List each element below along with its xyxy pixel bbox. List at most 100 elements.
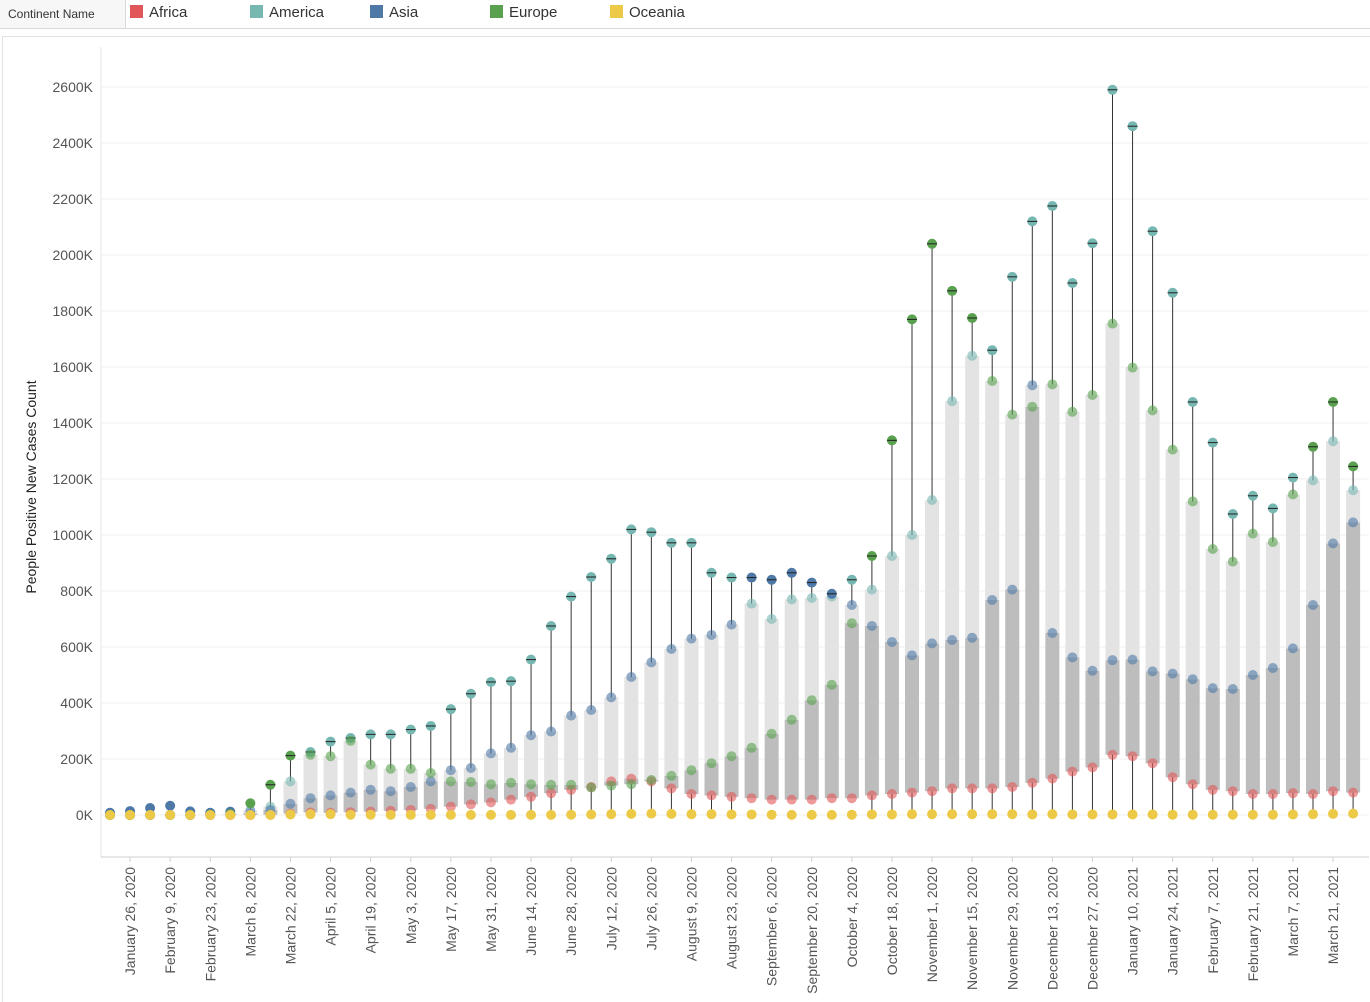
point-africa[interactable] xyxy=(1128,751,1138,761)
point-europe[interactable] xyxy=(847,618,857,628)
point-oceania[interactable] xyxy=(867,809,877,819)
point-asia[interactable] xyxy=(1007,585,1017,595)
point-europe[interactable] xyxy=(807,695,817,705)
point-europe[interactable] xyxy=(827,680,837,690)
point-asia[interactable] xyxy=(626,672,636,682)
point-africa[interactable] xyxy=(767,795,777,805)
point-oceania[interactable] xyxy=(1047,809,1057,819)
point-africa[interactable] xyxy=(1288,788,1298,798)
point-oceania[interactable] xyxy=(847,810,857,820)
point-oceania[interactable] xyxy=(366,810,376,820)
point-oceania[interactable] xyxy=(666,809,676,819)
point-asia[interactable] xyxy=(165,801,175,811)
point-oceania[interactable] xyxy=(646,809,656,819)
point-asia[interactable] xyxy=(887,637,897,647)
point-asia[interactable] xyxy=(1128,655,1138,665)
point-asia[interactable] xyxy=(727,620,737,630)
point-oceania[interactable] xyxy=(566,810,576,820)
point-europe[interactable] xyxy=(1268,537,1278,547)
point-oceania[interactable] xyxy=(1288,809,1298,819)
point-africa[interactable] xyxy=(686,789,696,799)
point-oceania[interactable] xyxy=(526,810,536,820)
point-oceania[interactable] xyxy=(466,810,476,820)
point-oceania[interactable] xyxy=(767,810,777,820)
point-oceania[interactable] xyxy=(546,810,556,820)
point-oceania[interactable] xyxy=(1108,809,1118,819)
point-oceania[interactable] xyxy=(1067,809,1077,819)
point-africa[interactable] xyxy=(807,795,817,805)
point-africa[interactable] xyxy=(1148,758,1158,768)
point-europe[interactable] xyxy=(526,779,536,789)
point-oceania[interactable] xyxy=(145,810,155,820)
point-asia[interactable] xyxy=(867,621,877,631)
point-asia[interactable] xyxy=(486,748,496,758)
legend-item-oceania[interactable]: Oceania xyxy=(610,3,685,23)
point-oceania[interactable] xyxy=(205,810,215,820)
point-oceania[interactable] xyxy=(686,809,696,819)
point-africa[interactable] xyxy=(887,789,897,799)
point-africa[interactable] xyxy=(486,797,496,807)
point-asia[interactable] xyxy=(346,788,356,798)
point-africa[interactable] xyxy=(1007,782,1017,792)
point-oceania[interactable] xyxy=(1148,809,1158,819)
point-oceania[interactable] xyxy=(406,810,416,820)
point-asia[interactable] xyxy=(646,657,656,667)
point-asia[interactable] xyxy=(1248,670,1258,680)
point-europe[interactable] xyxy=(686,765,696,775)
point-asia[interactable] xyxy=(1308,600,1318,610)
point-europe[interactable] xyxy=(306,750,316,760)
point-asia[interactable] xyxy=(1228,684,1238,694)
point-oceania[interactable] xyxy=(1007,809,1017,819)
point-oceania[interactable] xyxy=(165,810,175,820)
point-oceania[interactable] xyxy=(787,810,797,820)
point-america[interactable] xyxy=(887,551,897,561)
point-oceania[interactable] xyxy=(225,810,235,820)
point-oceania[interactable] xyxy=(265,810,275,820)
point-asia[interactable] xyxy=(987,595,997,605)
point-africa[interactable] xyxy=(927,786,937,796)
point-africa[interactable] xyxy=(1228,786,1238,796)
point-oceania[interactable] xyxy=(285,809,295,819)
point-oceania[interactable] xyxy=(1208,810,1218,820)
point-asia[interactable] xyxy=(1268,663,1278,673)
point-africa[interactable] xyxy=(1067,767,1077,777)
point-europe[interactable] xyxy=(1148,405,1158,415)
point-africa[interactable] xyxy=(747,793,757,803)
point-asia[interactable] xyxy=(1288,643,1298,653)
legend-item-africa[interactable]: Africa xyxy=(130,3,187,23)
point-africa[interactable] xyxy=(1268,789,1278,799)
point-oceania[interactable] xyxy=(446,810,456,820)
point-europe[interactable] xyxy=(326,751,336,761)
point-europe[interactable] xyxy=(1168,445,1178,455)
point-europe[interactable] xyxy=(666,771,676,781)
point-oceania[interactable] xyxy=(907,809,917,819)
point-europe[interactable] xyxy=(787,715,797,725)
point-oceania[interactable] xyxy=(626,809,636,819)
point-europe[interactable] xyxy=(707,758,717,768)
point-europe[interactable] xyxy=(486,779,496,789)
point-europe[interactable] xyxy=(626,779,636,789)
point-asia[interactable] xyxy=(1328,538,1338,548)
point-oceania[interactable] xyxy=(586,809,596,819)
point-africa[interactable] xyxy=(466,799,476,809)
point-america[interactable] xyxy=(285,776,295,786)
point-africa[interactable] xyxy=(727,792,737,802)
point-asia[interactable] xyxy=(1108,655,1118,665)
point-oceania[interactable] xyxy=(1248,810,1258,820)
point-oceania[interactable] xyxy=(1268,810,1278,820)
point-oceania[interactable] xyxy=(1188,810,1198,820)
point-asia[interactable] xyxy=(707,630,717,640)
point-europe[interactable] xyxy=(406,764,416,774)
point-africa[interactable] xyxy=(1208,785,1218,795)
legend-item-america[interactable]: America xyxy=(250,3,324,23)
point-europe[interactable] xyxy=(1188,496,1198,506)
point-asia[interactable] xyxy=(1027,380,1037,390)
point-oceania[interactable] xyxy=(1328,809,1338,819)
point-oceania[interactable] xyxy=(747,809,757,819)
point-oceania[interactable] xyxy=(807,810,817,820)
point-oceania[interactable] xyxy=(1087,809,1097,819)
point-asia[interactable] xyxy=(907,650,917,660)
point-europe[interactable] xyxy=(1047,379,1057,389)
point-america[interactable] xyxy=(867,585,877,595)
point-oceania[interactable] xyxy=(486,810,496,820)
